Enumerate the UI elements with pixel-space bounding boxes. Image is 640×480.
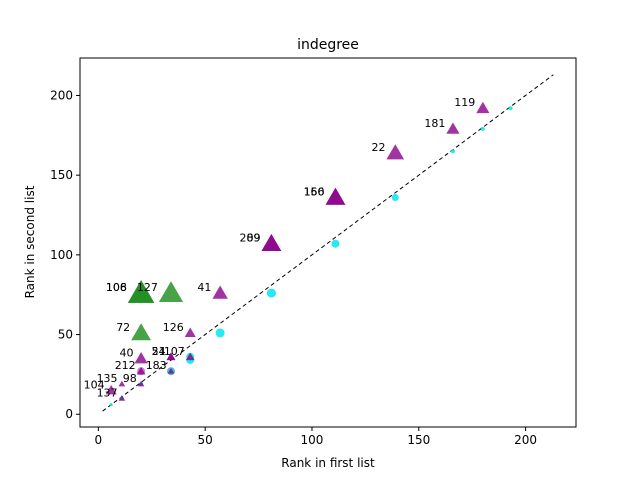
point-label: 127 [137, 281, 158, 294]
triangle-point [118, 395, 126, 401]
circle-point [391, 193, 399, 201]
triangle-point [136, 366, 146, 375]
triangle-point [476, 101, 490, 114]
point-label: 119 [454, 96, 475, 109]
triangle-point [386, 144, 405, 160]
point-label: 126 [163, 321, 184, 334]
triangle-point [137, 380, 145, 387]
point-label: 89 [246, 232, 260, 245]
x-axis: 0 50 100 150 200 [95, 427, 537, 447]
x-tick-label: 150 [407, 433, 430, 447]
chart-title: indegree [297, 37, 359, 53]
triangle-point [185, 352, 195, 361]
point-label: 22 [371, 141, 385, 154]
circle-point [450, 149, 455, 154]
x-tick-label: 0 [95, 433, 103, 447]
point-label: 212 [115, 359, 136, 372]
x-tick-label: 100 [301, 433, 324, 447]
triangle-point [325, 187, 346, 205]
x-axis-label: Rank in first list [281, 456, 375, 470]
point-label: 156 [304, 185, 325, 198]
y-tick-label: 150 [50, 168, 73, 182]
triangle-point [158, 281, 184, 303]
y-tick-label: 200 [50, 88, 73, 102]
circle-point [109, 403, 113, 407]
triangle-point [446, 122, 460, 134]
point-label: 40 [119, 346, 133, 359]
triangle-point [131, 323, 151, 341]
point-label: 98 [123, 372, 137, 385]
triangle-point [261, 233, 282, 251]
reference-line [102, 74, 554, 412]
point-label: 24 [152, 345, 166, 358]
triangle-point [105, 384, 117, 395]
point-label: 104 [84, 378, 105, 391]
y-tick-label: 50 [58, 328, 73, 342]
plot-marks [102, 74, 554, 412]
circle-point [480, 126, 485, 131]
point-label: 41 [197, 281, 211, 294]
point-label: 181 [424, 117, 445, 130]
circle-point [215, 328, 225, 338]
triangle-point [134, 351, 148, 364]
circle-point [331, 239, 340, 248]
point-label: 51 [152, 345, 166, 358]
x-tick-label: 200 [514, 433, 537, 447]
triangle-point [167, 367, 175, 374]
point-label: 209 [239, 232, 260, 245]
y-tick-label: 100 [50, 248, 73, 262]
x-tick-label: 50 [198, 433, 213, 447]
triangle-point [184, 327, 196, 338]
point-label: 160 [304, 185, 325, 198]
triangle-point [212, 285, 228, 299]
point-label: 72 [116, 321, 130, 334]
point-label: 137 [97, 386, 118, 399]
y-axis-label: Rank in second list [23, 185, 37, 298]
point-label: 135 [97, 372, 118, 385]
triangle-point [166, 352, 176, 361]
y-axis: 0 50 100 150 200 [50, 88, 80, 421]
point-label: 183 [146, 359, 167, 372]
y-tick-label: 0 [65, 407, 73, 421]
triangle-point [127, 280, 155, 303]
plot-frame [79, 57, 577, 428]
circle-point [508, 106, 513, 111]
circle-point [266, 288, 276, 298]
point-label: 106 [106, 281, 127, 294]
point-label: 108 [106, 281, 127, 294]
point-label: 107 [164, 345, 185, 358]
triangle-point [118, 380, 126, 387]
